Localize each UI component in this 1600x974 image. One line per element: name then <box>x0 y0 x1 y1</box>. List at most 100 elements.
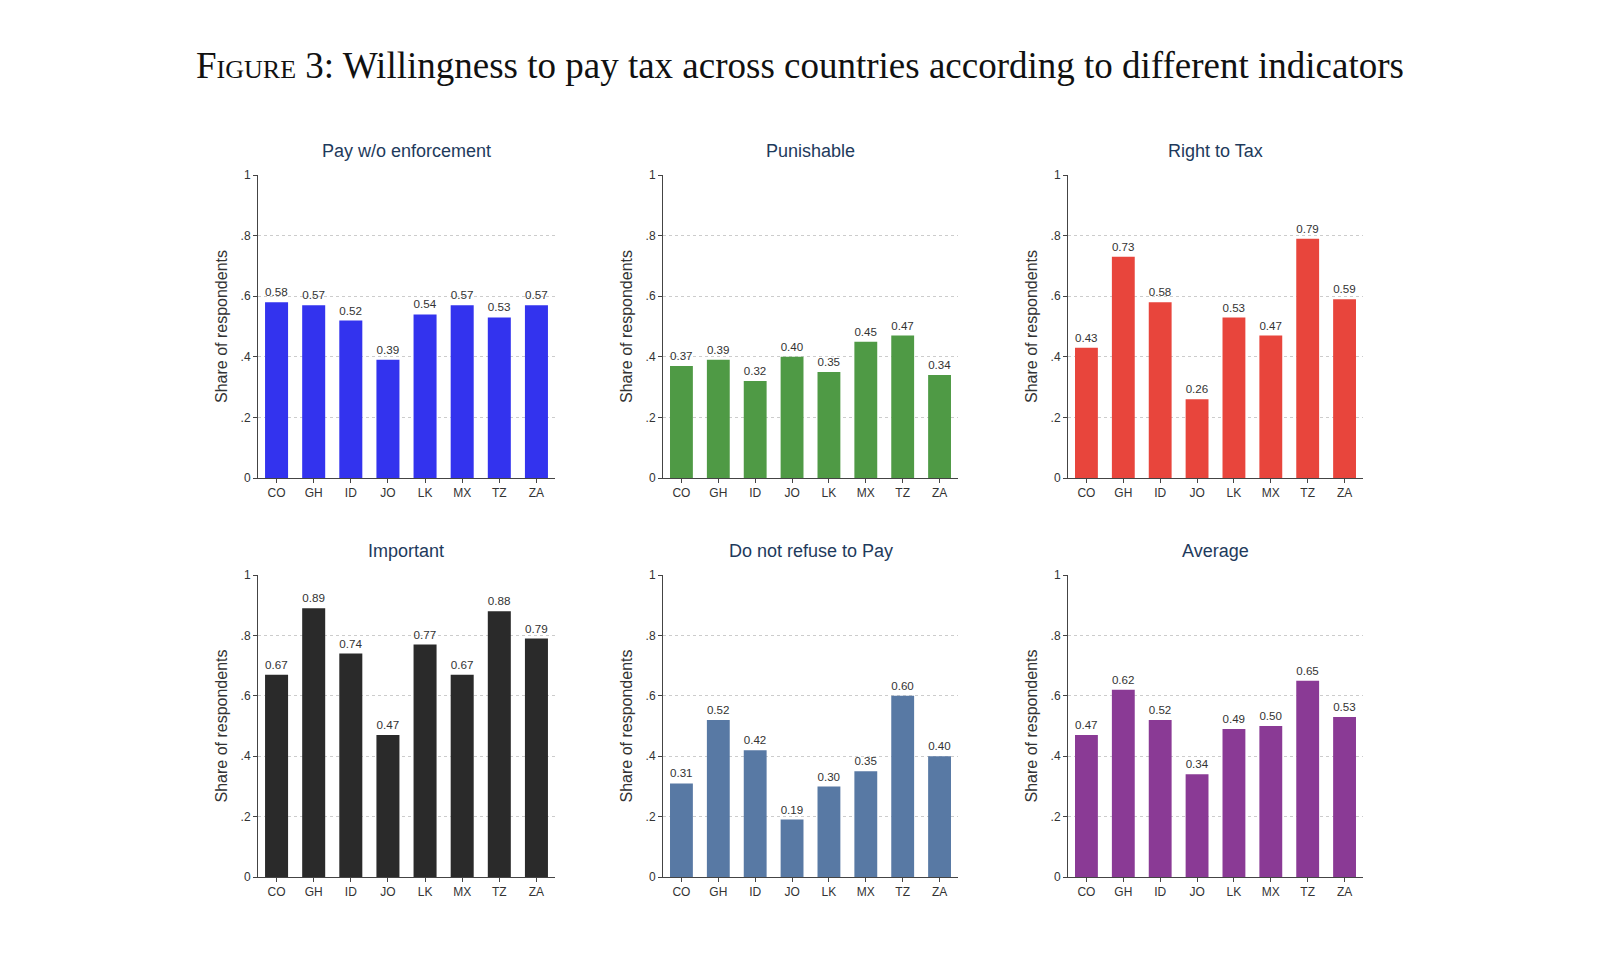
svg-text:TZ: TZ <box>895 885 910 899</box>
svg-text:.8: .8 <box>646 629 656 643</box>
svg-text:0.89: 0.89 <box>302 591 325 604</box>
svg-text:0.57: 0.57 <box>302 288 325 301</box>
svg-text:0.57: 0.57 <box>451 288 474 301</box>
svg-text:0.19: 0.19 <box>781 804 804 816</box>
svg-text:ID: ID <box>345 486 357 500</box>
svg-text:0: 0 <box>244 471 251 485</box>
svg-text:0.52: 0.52 <box>707 704 730 716</box>
svg-text:GH: GH <box>709 486 727 500</box>
svg-text:0: 0 <box>1054 870 1061 884</box>
svg-text:CO: CO <box>672 885 690 899</box>
svg-text:JO: JO <box>784 486 799 500</box>
svg-text:Important: Important <box>368 541 444 561</box>
svg-text:.6: .6 <box>241 289 251 303</box>
svg-text:0.57: 0.57 <box>525 288 548 301</box>
svg-text:.8: .8 <box>646 229 656 243</box>
svg-text:0.37: 0.37 <box>670 350 693 362</box>
svg-text:0.52: 0.52 <box>1149 704 1172 716</box>
svg-text:LK: LK <box>822 885 837 899</box>
svg-text:.6: .6 <box>1051 289 1061 303</box>
svg-text:0.40: 0.40 <box>781 341 804 353</box>
svg-text:0.73: 0.73 <box>1112 241 1135 253</box>
svg-text:0.54: 0.54 <box>414 297 437 310</box>
svg-text:ID: ID <box>1154 486 1166 500</box>
svg-text:0.35: 0.35 <box>854 755 877 767</box>
svg-text:0.53: 0.53 <box>1223 302 1246 314</box>
svg-text:GH: GH <box>305 885 323 899</box>
svg-text:MX: MX <box>857 486 875 500</box>
svg-text:0.50: 0.50 <box>1259 710 1282 722</box>
svg-text:Average: Average <box>1182 541 1249 561</box>
svg-text:0.58: 0.58 <box>265 285 288 298</box>
svg-text:0.52: 0.52 <box>339 304 362 317</box>
svg-text:LK: LK <box>822 486 837 500</box>
svg-text:ID: ID <box>345 885 357 899</box>
svg-text:MX: MX <box>453 486 471 500</box>
svg-text:CO: CO <box>268 885 286 899</box>
svg-text:0.45: 0.45 <box>854 326 877 338</box>
svg-text:MX: MX <box>857 885 875 899</box>
svg-text:.4: .4 <box>241 350 251 364</box>
svg-text:Share of respondents: Share of respondents <box>1023 250 1040 403</box>
svg-text:ZA: ZA <box>932 885 947 899</box>
svg-text:Share of respondents: Share of respondents <box>618 250 635 403</box>
svg-text:1: 1 <box>1054 168 1061 182</box>
svg-text:Punishable: Punishable <box>766 141 855 161</box>
svg-text:0.58: 0.58 <box>1149 286 1172 298</box>
svg-text:0.30: 0.30 <box>818 771 841 783</box>
svg-text:LK: LK <box>1227 885 1242 899</box>
svg-text:Right to Tax: Right to Tax <box>1168 141 1263 161</box>
svg-text:0: 0 <box>244 870 251 884</box>
svg-text:.2: .2 <box>1051 411 1061 425</box>
svg-text:0.67: 0.67 <box>451 658 474 671</box>
svg-text:GH: GH <box>305 486 323 500</box>
svg-text:0.67: 0.67 <box>265 658 288 671</box>
svg-text:0.26: 0.26 <box>1186 383 1209 395</box>
svg-text:ZA: ZA <box>932 486 947 500</box>
svg-text:0.47: 0.47 <box>1075 719 1098 731</box>
svg-text:TZ: TZ <box>1300 885 1315 899</box>
svg-text:.4: .4 <box>1051 350 1061 364</box>
svg-text:1: 1 <box>649 168 656 182</box>
svg-text:.4: .4 <box>646 350 656 364</box>
svg-text:.8: .8 <box>241 629 251 643</box>
svg-text:CO: CO <box>672 486 690 500</box>
svg-text:0.77: 0.77 <box>414 628 437 641</box>
svg-text:0.74: 0.74 <box>339 637 362 650</box>
svg-text:0: 0 <box>649 870 656 884</box>
svg-text:.2: .2 <box>646 411 656 425</box>
svg-text:1: 1 <box>1054 568 1061 582</box>
svg-text:0.53: 0.53 <box>488 300 511 313</box>
svg-text:.2: .2 <box>1051 810 1061 824</box>
svg-text:ID: ID <box>749 885 761 899</box>
svg-text:0.79: 0.79 <box>1296 223 1319 235</box>
svg-text:.4: .4 <box>646 749 656 763</box>
svg-text:0.39: 0.39 <box>376 343 399 356</box>
svg-text:1: 1 <box>244 168 251 182</box>
svg-text:0.49: 0.49 <box>1223 713 1246 725</box>
svg-text:0.43: 0.43 <box>1075 332 1098 344</box>
svg-text:.2: .2 <box>241 810 251 824</box>
svg-text:TZ: TZ <box>492 486 507 500</box>
svg-text:.4: .4 <box>241 749 251 763</box>
svg-text:0.32: 0.32 <box>744 365 767 377</box>
svg-text:0.31: 0.31 <box>670 767 693 779</box>
svg-text:CO: CO <box>268 486 286 500</box>
svg-text:MX: MX <box>1262 885 1280 899</box>
svg-text:.6: .6 <box>646 289 656 303</box>
svg-text:Pay w/o enforcement: Pay w/o enforcement <box>322 141 491 161</box>
svg-text:1: 1 <box>244 568 251 582</box>
svg-text:JO: JO <box>1189 486 1204 500</box>
svg-text:0.62: 0.62 <box>1112 674 1135 686</box>
svg-text:0.53: 0.53 <box>1333 701 1356 713</box>
svg-text:JO: JO <box>784 885 799 899</box>
svg-text:CO: CO <box>1077 885 1095 899</box>
svg-text:0.39: 0.39 <box>707 344 730 356</box>
svg-text:TZ: TZ <box>492 885 507 899</box>
svg-text:ID: ID <box>1154 885 1166 899</box>
svg-text:0.88: 0.88 <box>488 594 511 607</box>
svg-text:.8: .8 <box>241 229 251 243</box>
svg-text:.6: .6 <box>1051 689 1061 703</box>
svg-text:.2: .2 <box>241 411 251 425</box>
svg-text:ZA: ZA <box>1337 486 1352 500</box>
